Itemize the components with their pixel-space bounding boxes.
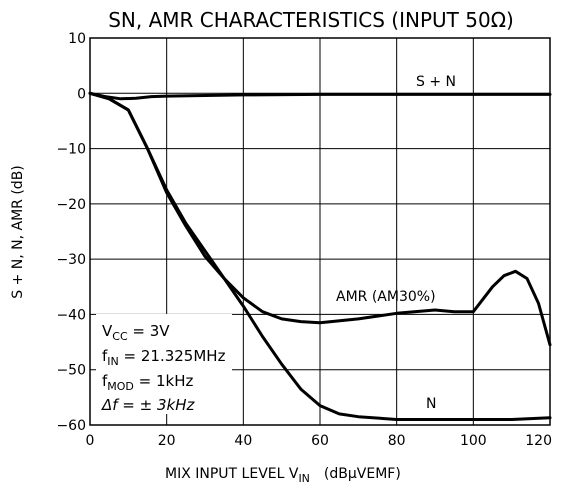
conditions-box: VCC = 3V fIN = 21.325MHz fMOD = 1kHz Δf … — [96, 314, 232, 414]
y-axis-ticks: 10 0 −10 −20 −30 −40 −50 −60 — [56, 31, 86, 434]
chart-title: SN, AMR CHARACTERISTICS (INPUT 50Ω) — [108, 8, 514, 32]
data-curves — [88, 91, 552, 421]
condition-fmod: fMOD = 1kHz — [102, 372, 194, 393]
x-tick-label: 40 — [234, 433, 252, 449]
condition-fin: fIN = 21.325MHz — [102, 347, 226, 368]
series-label-n: N — [426, 396, 436, 412]
conditions-box-background — [96, 314, 232, 414]
y-tick-label: 0 — [77, 86, 86, 102]
x-axis-label-sub: IN — [298, 472, 309, 485]
y-tick-label: −40 — [56, 307, 86, 323]
y-tick-label: −50 — [56, 363, 86, 379]
y-tick-label: −10 — [56, 142, 86, 158]
x-tick-label: 0 — [86, 433, 95, 449]
condition-vcc: VCC = 3V — [102, 322, 170, 343]
y-axis-label: S + N, N, AMR (dB) — [10, 165, 26, 299]
x-tick-label: 20 — [158, 433, 176, 449]
plot-frame — [89, 37, 551, 426]
x-axis-label-main: MIX INPUT LEVEL V — [165, 466, 299, 482]
y-tick-label: −20 — [56, 197, 86, 213]
x-tick-label: 120 — [525, 433, 552, 449]
condition-deviation: Δf = ± 3kHz — [101, 396, 195, 414]
y-tick-label: −60 — [56, 418, 86, 434]
series-label-amr: AMR (AM30%) — [336, 289, 436, 305]
x-axis-label-unit: (dBμVEMF) — [324, 466, 401, 482]
series-line-sn — [88, 91, 552, 101]
x-axis-ticks: 0 20 40 60 80 100 120 — [86, 433, 552, 449]
y-tick-label: −30 — [56, 252, 86, 268]
y-tick-label: 10 — [68, 31, 86, 47]
x-tick-label: 60 — [311, 433, 329, 449]
x-tick-label: 100 — [460, 433, 487, 449]
x-tick-label: 80 — [388, 433, 406, 449]
series-label-sn: S + N — [416, 74, 456, 90]
x-axis-label: MIX INPUT LEVEL VIN (dBμVEMF) — [165, 466, 401, 485]
series-line-n — [88, 91, 552, 421]
